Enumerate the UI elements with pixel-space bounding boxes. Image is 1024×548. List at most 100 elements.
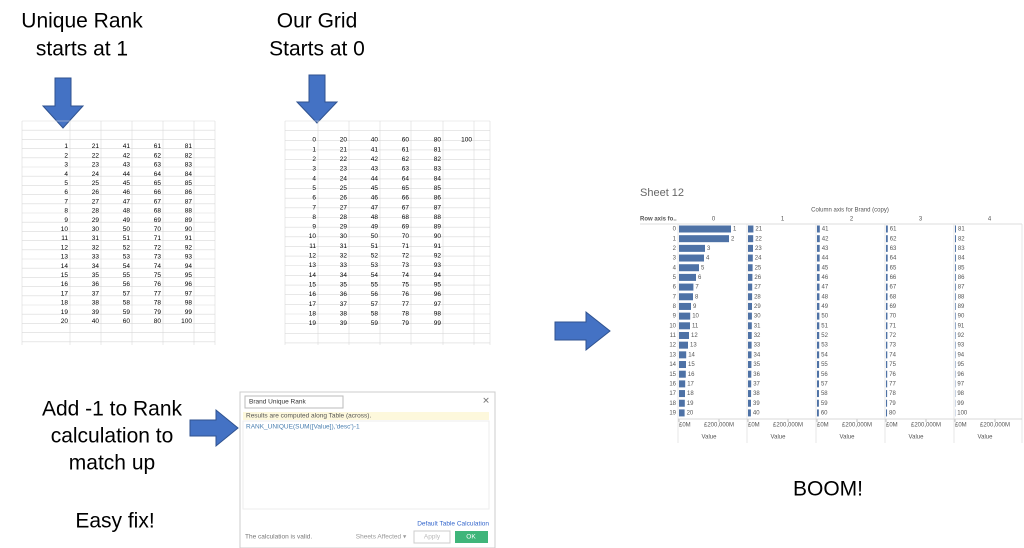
bar	[748, 264, 753, 272]
bar-label: 81	[958, 227, 965, 233]
cell: 59	[371, 320, 379, 327]
cell: 72	[154, 244, 162, 251]
bar-label: 78	[889, 391, 896, 397]
x-tick-label: £0M	[748, 423, 760, 429]
bar	[886, 225, 888, 233]
row-header: 15	[669, 372, 676, 378]
bar-label: 72	[889, 333, 896, 339]
cell: 83	[434, 166, 442, 173]
bar	[748, 409, 751, 417]
link[interactable]: Default Table Calculation	[417, 521, 489, 528]
dropdown[interactable]: Sheets Affected ▾	[356, 534, 407, 541]
bar	[748, 273, 753, 281]
bar-label: 63	[890, 246, 897, 252]
bar	[748, 225, 754, 233]
cell: 30	[340, 233, 348, 240]
down-arrow	[41, 77, 85, 129]
cell: 4	[64, 171, 68, 178]
x-axis-title: Value	[702, 435, 718, 441]
cell: 67	[154, 198, 162, 205]
cell: 34	[340, 272, 348, 279]
bar-label: 80	[889, 410, 896, 416]
bar-label: 55	[821, 362, 828, 368]
formula-editor[interactable]	[242, 420, 490, 510]
bar-label: 85	[958, 265, 965, 271]
cell: 32	[92, 244, 100, 251]
bar	[886, 302, 888, 310]
bar	[886, 331, 888, 339]
cell: 57	[123, 290, 131, 297]
bar	[955, 302, 956, 310]
bar-label: 70	[889, 314, 896, 320]
bar	[817, 244, 820, 252]
bar-label: 84	[958, 256, 965, 262]
cell: 76	[154, 281, 162, 288]
ok-button[interactable]	[455, 531, 488, 543]
cell: 68	[402, 214, 410, 221]
cell: 41	[371, 146, 379, 153]
cell: 87	[434, 204, 442, 211]
bar	[886, 244, 888, 252]
row-header: 6	[673, 285, 677, 291]
cell: 51	[123, 235, 131, 242]
bar-label: 17	[687, 381, 694, 387]
row-header: 16	[669, 381, 676, 387]
cell: 82	[185, 152, 193, 159]
x-tick-label: £0M	[886, 423, 898, 429]
bar-label: 64	[890, 256, 897, 262]
cell: 5	[64, 180, 68, 187]
bar	[748, 254, 753, 262]
cell: 33	[92, 254, 100, 261]
cell: 8	[312, 214, 316, 221]
row-header: 4	[673, 265, 677, 271]
cell: 37	[92, 290, 100, 297]
bar-label: 76	[889, 372, 896, 378]
cell: 56	[123, 281, 131, 288]
cell: 77	[402, 301, 410, 308]
cell: 37	[340, 301, 348, 308]
cell: 39	[92, 309, 100, 316]
bar	[748, 341, 752, 349]
bar	[886, 235, 888, 243]
bar	[679, 322, 690, 330]
cell: 27	[92, 198, 100, 205]
cell: 3	[312, 166, 316, 173]
cell: 12	[309, 253, 317, 260]
bar-label: 48	[821, 294, 828, 300]
bar-label: 56	[821, 372, 828, 378]
row-header: 19	[669, 410, 676, 416]
cell: 78	[154, 300, 162, 307]
bar	[679, 293, 693, 301]
cell: 14	[61, 263, 69, 270]
bar-label: 69	[889, 304, 896, 310]
cell: 44	[371, 175, 379, 182]
cell: 21	[340, 146, 348, 153]
bar	[679, 380, 686, 388]
cell: 32	[340, 253, 348, 260]
bar-label: 57	[821, 381, 828, 387]
cell: 43	[123, 162, 131, 169]
cell: 5	[312, 185, 316, 192]
cell: 40	[371, 137, 379, 144]
column-header: 3	[919, 217, 923, 223]
cell: 26	[92, 189, 100, 196]
bar	[955, 331, 956, 339]
bar-label: 4	[706, 256, 710, 262]
cell: 18	[309, 310, 317, 317]
cell: 43	[371, 166, 379, 173]
cell: 79	[402, 320, 410, 327]
bar-label: 15	[688, 362, 695, 368]
close-icon[interactable]: ✕	[482, 395, 490, 405]
bar	[748, 361, 752, 369]
bar-label: 25	[755, 265, 762, 271]
cell: 31	[92, 235, 100, 242]
row-header: 14	[669, 362, 676, 368]
cell: 22	[92, 152, 100, 159]
bar-label: 42	[822, 236, 829, 242]
cell: 58	[123, 300, 131, 307]
name-field[interactable]	[244, 395, 344, 409]
apply-button[interactable]	[413, 530, 451, 544]
cell: 54	[123, 263, 131, 270]
bar	[817, 399, 819, 407]
cell: 50	[123, 226, 131, 233]
